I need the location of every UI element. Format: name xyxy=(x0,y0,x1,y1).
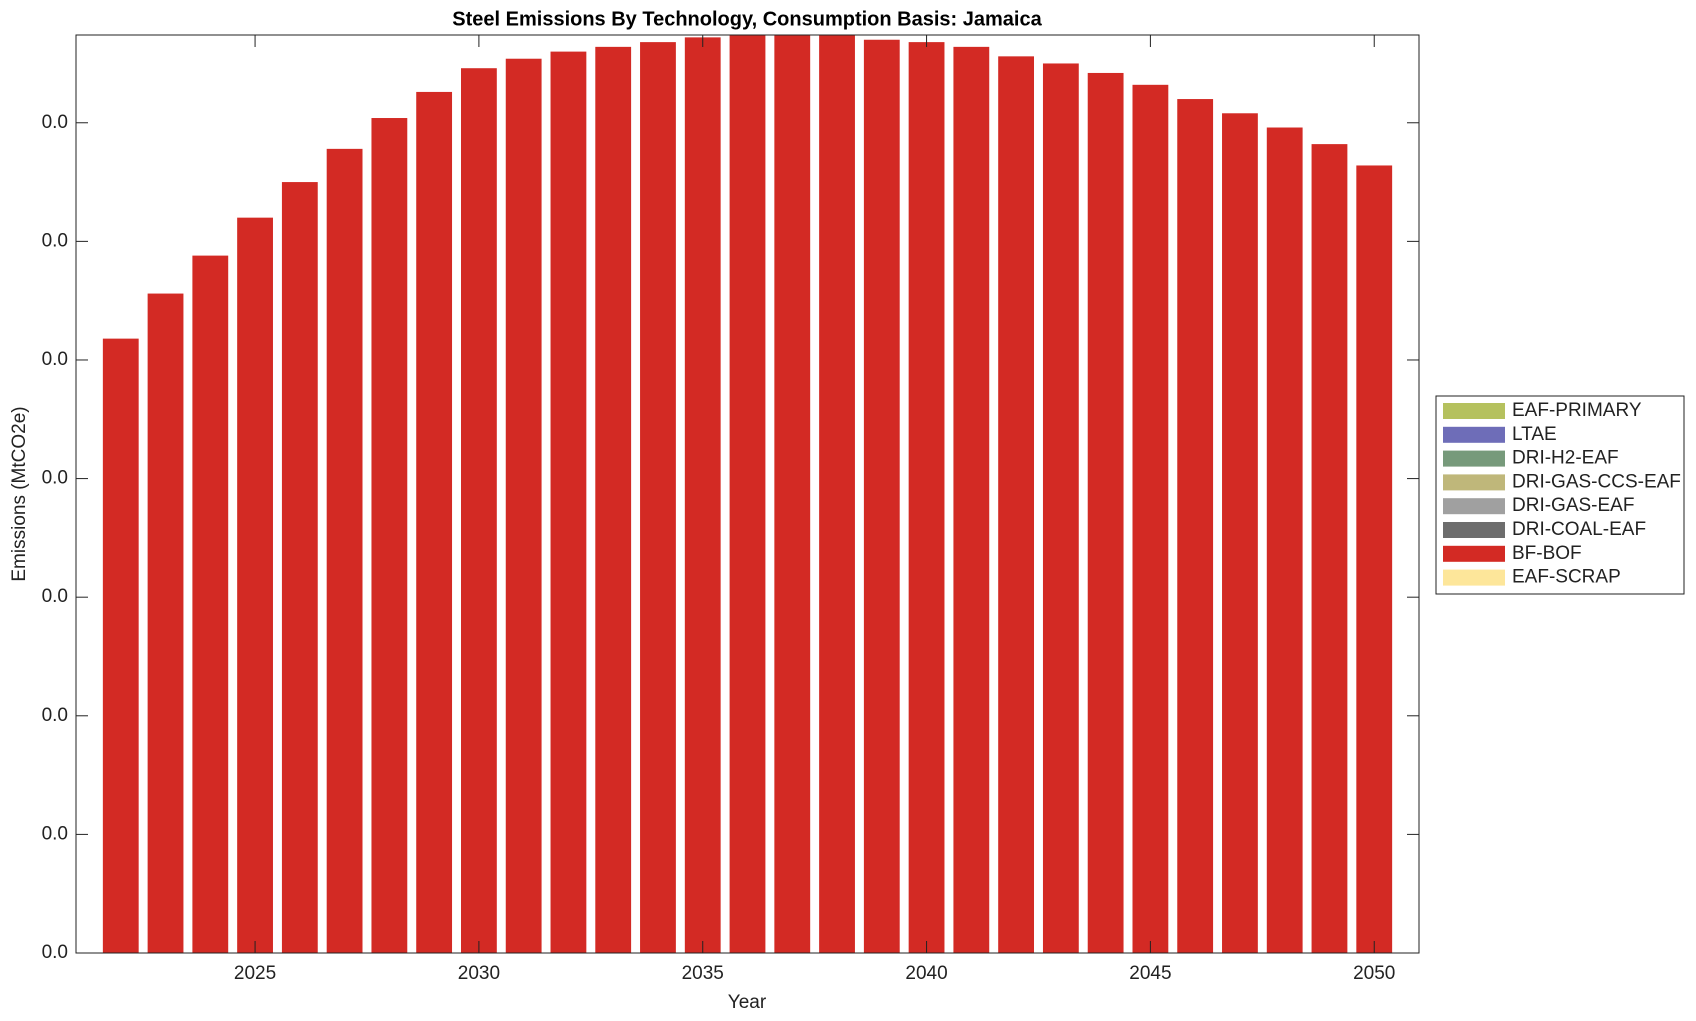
bar-segment xyxy=(147,293,184,954)
bar-segment xyxy=(1177,99,1214,953)
bar-segment xyxy=(774,35,811,953)
bar-segment xyxy=(102,338,139,953)
bars xyxy=(102,35,1393,954)
bar-segment xyxy=(729,35,766,953)
bar-segment xyxy=(908,42,945,954)
bar-segment xyxy=(1311,144,1348,953)
legend-label: DRI-COAL-EAF xyxy=(1512,519,1646,540)
bar-segment xyxy=(1042,63,1079,954)
bar-segment xyxy=(640,42,676,954)
y-axis-label: Emissions (MtCO2e) xyxy=(9,406,30,581)
legend-label: LTAE xyxy=(1512,424,1557,445)
x-tick-label: 2035 xyxy=(682,963,724,984)
legend-label: EAF-SCRAP xyxy=(1512,567,1621,588)
bar-segment xyxy=(1356,165,1393,954)
legend-swatch xyxy=(1443,569,1505,586)
legend-swatch xyxy=(1443,426,1505,443)
x-tick-label: 2050 xyxy=(1353,963,1395,984)
legend-swatch xyxy=(1443,522,1505,538)
x-axis-label: Year xyxy=(728,992,767,1013)
bar-segment xyxy=(1222,113,1258,954)
legend-label: DRI-GAS-CCS-EAF xyxy=(1512,471,1681,492)
legend-label: DRI-H2-EAF xyxy=(1512,448,1619,469)
bar-segment xyxy=(460,68,497,954)
y-tick-label: 0.0 xyxy=(42,942,68,963)
bar-segment xyxy=(1132,84,1169,953)
bar-segment xyxy=(192,255,229,954)
bar-segment xyxy=(281,182,318,953)
bar-segment xyxy=(550,51,587,953)
legend-swatch xyxy=(1443,498,1505,515)
bar-segment xyxy=(684,37,721,954)
y-tick-label: 0.0 xyxy=(42,586,68,607)
bar-segment xyxy=(953,46,990,953)
legend-label: BF-BOF xyxy=(1512,543,1582,564)
bar-segment xyxy=(1087,72,1124,953)
bar-segment xyxy=(1266,127,1303,954)
legend-swatch xyxy=(1443,545,1505,562)
bar-segment xyxy=(416,91,453,953)
x-tick-label: 2045 xyxy=(1129,963,1171,984)
y-tick-label: 0.0 xyxy=(42,112,68,133)
plot-frame xyxy=(75,34,1420,954)
y-tick-label: 0.0 xyxy=(42,705,68,726)
legend-swatch xyxy=(1443,450,1505,467)
legend-label: EAF-PRIMARY xyxy=(1512,400,1642,421)
legend-swatch xyxy=(1443,403,1505,419)
bar-segment xyxy=(998,56,1035,954)
chart-title: Steel Emissions By Technology, Consumpti… xyxy=(452,8,1042,30)
bar-segment xyxy=(237,217,273,953)
x-tick-label: 2040 xyxy=(905,963,947,984)
bar-segment xyxy=(819,35,855,953)
legend-swatch xyxy=(1443,474,1505,491)
y-tick-label: 0.0 xyxy=(42,823,68,844)
legend-label: DRI-GAS-EAF xyxy=(1512,495,1634,516)
x-tick-label: 2030 xyxy=(458,963,500,984)
bar-segment xyxy=(326,148,363,953)
bar-segment xyxy=(863,39,900,953)
y-tick-label: 0.0 xyxy=(42,468,68,489)
bar-segment xyxy=(595,46,632,953)
bar-segment xyxy=(505,58,542,953)
y-tick-label: 0.0 xyxy=(42,230,68,251)
y-tick-label: 0.0 xyxy=(42,349,68,370)
bar-segment xyxy=(371,118,408,953)
x-tick-label: 2025 xyxy=(234,963,276,984)
